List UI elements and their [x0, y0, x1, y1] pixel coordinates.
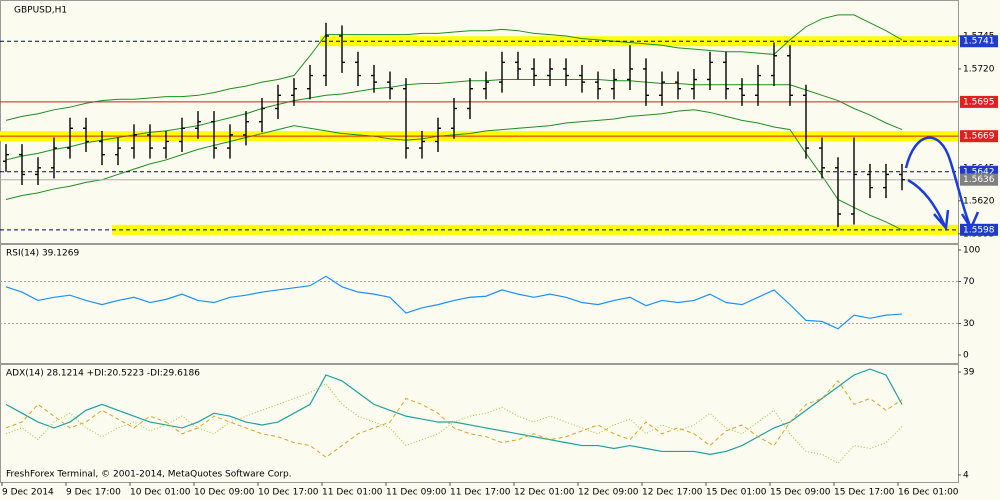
level-label: 1.5598 — [963, 225, 995, 235]
x-tick-label: 12 Dec 09:00 — [578, 488, 639, 498]
level-label: 1.5741 — [963, 37, 995, 47]
arrow-head — [933, 209, 950, 231]
x-tick-label: 11 Dec 09:00 — [386, 488, 447, 498]
x-tick-label: 12 Dec 01:00 — [514, 488, 575, 498]
chart-title: GBPUSD,H1 — [14, 6, 67, 16]
x-tick-label: 11 Dec 01:00 — [322, 488, 383, 498]
x-tick-label: 11 Dec 17:00 — [450, 488, 511, 498]
x-tick-label: 15 Dec 01:00 — [706, 488, 767, 498]
level-box — [960, 95, 998, 108]
price-panel — [0, 0, 959, 244]
y-tick-label: 39 — [963, 368, 975, 378]
x-tick-label: 9 Dec 2014 — [2, 488, 54, 498]
bollinger-middle — [5, 78, 903, 161]
bollinger-upper — [5, 14, 903, 121]
forecast-arrows — [904, 136, 980, 231]
indicator-line — [5, 383, 903, 464]
arrow-curve — [904, 136, 972, 227]
rsi-title: RSI(14) 39.1269 — [6, 249, 79, 259]
x-tick-label: 10 Dec 09:00 — [194, 488, 255, 498]
y-tick-label: 100 — [963, 246, 980, 256]
y-tick-label: 30 — [963, 319, 975, 329]
indicator-line — [5, 380, 903, 458]
level-label: 1.5642 — [963, 167, 995, 177]
x-tick-label: 12 Dec 17:00 — [642, 488, 703, 498]
y-tick-label: 1.5620 — [963, 196, 995, 206]
x-tick-label: 15 Dec 09:00 — [770, 488, 831, 498]
rsi-panel — [0, 244, 959, 364]
y-tick-label: 70 — [963, 277, 975, 287]
level-box — [960, 35, 998, 48]
level-box — [960, 130, 998, 143]
arrow-head — [960, 211, 980, 231]
y-tick-label: 4 — [963, 470, 969, 480]
level-label: 1.5695 — [963, 97, 995, 107]
y-tick-label: 0 — [963, 351, 969, 361]
x-tick-label: 16 Dec 01:00 — [898, 488, 959, 498]
x-tick-label: 9 Dec 17:00 — [66, 488, 121, 498]
adx-title: ADX(14) 28.1214 +DI:20.5223 -DI:29.6186 — [6, 369, 200, 379]
x-tick-label: 10 Dec 01:00 — [130, 488, 191, 498]
y-tick-label: 1.5720 — [963, 64, 995, 74]
level-label: 1.5636 — [963, 175, 995, 185]
footer: FreshForex Terminal, © 2001-2014, MetaQu… — [6, 470, 292, 480]
adx-panel — [0, 364, 959, 483]
level-box — [960, 173, 998, 186]
arrow-curve — [907, 178, 947, 227]
indicator-line — [5, 275, 903, 330]
x-tick-label: 10 Dec 17:00 — [258, 488, 319, 498]
level-label: 1.5669 — [963, 132, 995, 142]
x-tick-label: 15 Dec 17:00 — [834, 488, 895, 498]
